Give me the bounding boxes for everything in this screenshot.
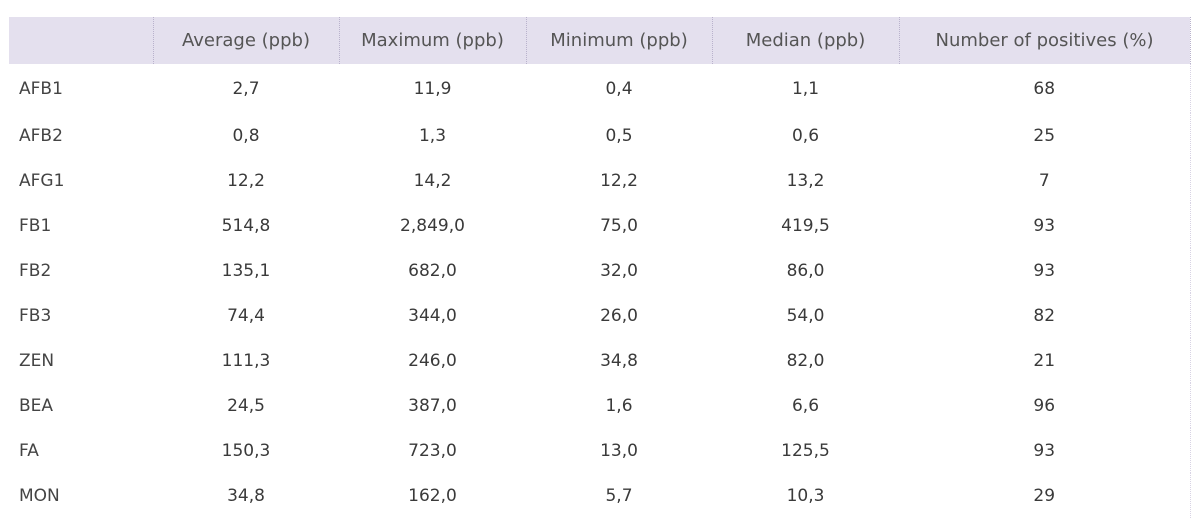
row-label: MON (19, 485, 60, 506)
cell-positives: 21 (899, 338, 1191, 383)
table-body: AFB1 2,7 11,9 0,4 1,1 68 AFB2 0,8 1,3 0,… (9, 64, 1191, 518)
cell-maximum: 682,0 (408, 260, 457, 281)
cell-maximum: 387,0 (408, 395, 457, 416)
row-label: FA (19, 440, 39, 461)
cell-average: 74,4 (227, 305, 265, 326)
row-label: AFB2 (19, 125, 63, 146)
table-row: FB1 514,8 2,849,0 75,0 419,5 93 (9, 203, 1191, 248)
row-label: FB2 (19, 260, 52, 281)
cell-maximum: 2,849,0 (400, 215, 465, 236)
table-row: AFB2 0,8 1,3 0,5 0,6 25 (9, 113, 1191, 158)
cell-median: 82,0 (786, 350, 825, 371)
cell-maximum: 14,2 (413, 170, 452, 191)
cell-minimum: 0,5 (605, 125, 633, 146)
cell-minimum: 1,6 (605, 395, 633, 416)
cell-maximum: 1,3 (418, 125, 447, 146)
cell-positives: 7 (899, 158, 1191, 203)
table-row: AFG1 12,2 14,2 12,2 13,2 7 (9, 158, 1191, 203)
header-cell-mycotoxin (9, 17, 153, 64)
header-cell-positives: Number of positives (%) (898, 17, 1191, 64)
cell-maximum: 344,0 (408, 305, 457, 326)
cell-average: 34,8 (227, 485, 265, 506)
cell-median: 54,0 (786, 305, 825, 326)
table-row: FB2 135,1 682,0 32,0 86,0 93 (9, 248, 1191, 293)
cell-positives: 93 (899, 428, 1191, 473)
cell-positives: 96 (899, 383, 1191, 428)
cell-positives: 25 (899, 113, 1191, 158)
table-row: FB3 74,4 344,0 26,0 54,0 82 (9, 293, 1191, 338)
header-cell-median: Median (ppb) (711, 17, 899, 64)
cell-average: 111,3 (221, 350, 271, 371)
table-row: AFB1 2,7 11,9 0,4 1,1 68 (9, 64, 1191, 113)
cell-maximum: 246,0 (408, 350, 457, 371)
row-label: BEA (19, 395, 54, 416)
cell-minimum: 32,0 (600, 260, 638, 281)
header-cell-average: Average (ppb) (152, 17, 339, 64)
cell-positives: 29 (899, 473, 1191, 518)
mycotoxin-table-container: Average (ppb) Maximum (ppb) Minimum (ppb… (9, 17, 1191, 518)
cell-minimum: 0,4 (605, 78, 633, 99)
cell-median: 0,6 (791, 125, 820, 146)
cell-maximum: 11,9 (413, 78, 452, 99)
cell-average: 514,8 (221, 215, 271, 236)
row-label: ZEN (19, 350, 55, 371)
header-cell-maximum: Maximum (ppb) (338, 17, 526, 64)
cell-average: 2,7 (232, 78, 260, 99)
cell-average: 135,1 (221, 260, 271, 281)
header-row: Average (ppb) Maximum (ppb) Minimum (ppb… (9, 17, 1191, 64)
cell-positives: 82 (899, 293, 1191, 338)
cell-minimum: 26,0 (600, 305, 638, 326)
row-label: AFB1 (19, 78, 63, 99)
cell-minimum: 12,2 (600, 170, 638, 191)
cell-maximum: 162,0 (408, 485, 457, 506)
cell-positives: 68 (899, 64, 1191, 113)
cell-positives: 93 (899, 203, 1191, 248)
table-row: BEA 24,5 387,0 1,6 6,6 96 (9, 383, 1191, 428)
cell-median: 125,5 (781, 440, 830, 461)
cell-average: 24,5 (227, 395, 265, 416)
cell-minimum: 34,8 (600, 350, 638, 371)
mycotoxin-table: Average (ppb) Maximum (ppb) Minimum (ppb… (9, 17, 1191, 518)
cell-median: 86,0 (786, 260, 825, 281)
cell-minimum: 13,0 (600, 440, 638, 461)
table-row: ZEN 111,3 246,0 34,8 82,0 21 (9, 338, 1191, 383)
cell-maximum: 723,0 (408, 440, 457, 461)
table-row: FA 150,3 723,0 13,0 125,5 93 (9, 428, 1191, 473)
cell-minimum: 75,0 (600, 215, 638, 236)
cell-average: 150,3 (221, 440, 271, 461)
cell-median: 10,3 (786, 485, 825, 506)
row-label: FB1 (19, 215, 52, 236)
cell-positives: 93 (899, 248, 1191, 293)
cell-average: 0,8 (232, 125, 260, 146)
row-label: AFG1 (19, 170, 65, 191)
cell-average: 12,2 (227, 170, 265, 191)
row-label: FB3 (19, 305, 52, 326)
cell-median: 6,6 (791, 395, 820, 416)
cell-median: 419,5 (781, 215, 830, 236)
header-cell-minimum: Minimum (ppb) (525, 17, 712, 64)
table-header: Average (ppb) Maximum (ppb) Minimum (ppb… (9, 17, 1191, 64)
cell-median: 13,2 (786, 170, 825, 191)
cell-minimum: 5,7 (605, 485, 633, 506)
table-row: MON 34,8 162,0 5,7 10,3 29 (9, 473, 1191, 518)
cell-median: 1,1 (791, 78, 820, 99)
